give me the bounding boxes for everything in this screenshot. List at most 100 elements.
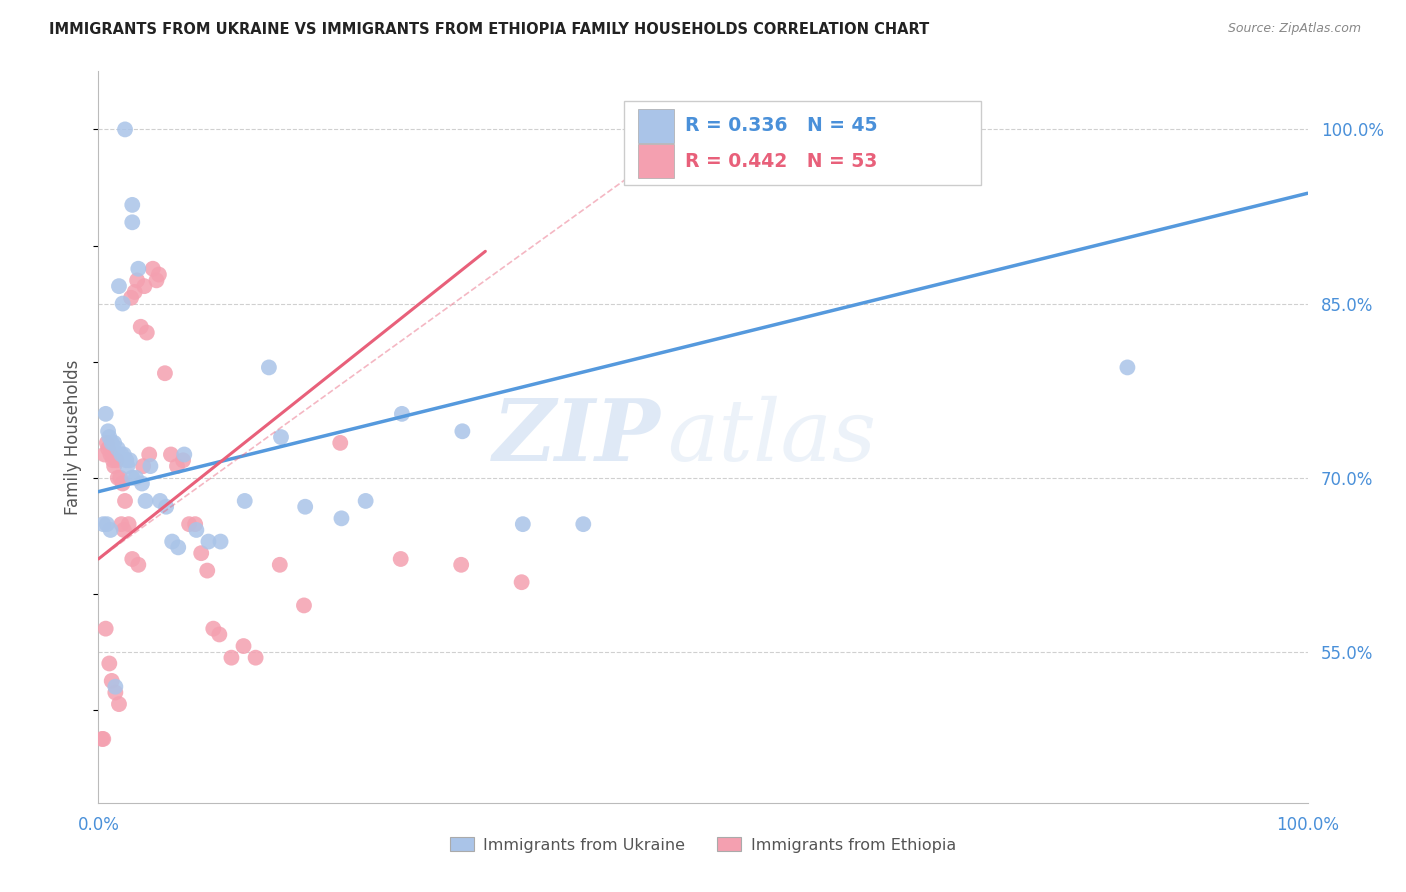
Point xyxy=(112,448,135,462)
Point xyxy=(93,448,115,462)
Point xyxy=(107,442,129,456)
Point xyxy=(330,511,353,525)
Point xyxy=(121,198,143,212)
Point xyxy=(97,442,120,456)
Point xyxy=(166,459,188,474)
Point xyxy=(451,424,474,438)
FancyBboxPatch shape xyxy=(638,109,673,143)
Point xyxy=(270,430,292,444)
Point xyxy=(149,494,172,508)
Text: R = 0.442   N = 53: R = 0.442 N = 53 xyxy=(685,152,877,170)
Point xyxy=(208,627,231,641)
Point xyxy=(100,523,122,537)
Point xyxy=(96,436,118,450)
Point xyxy=(120,291,142,305)
Text: ZIP: ZIP xyxy=(494,395,661,479)
Point xyxy=(132,459,155,474)
Point xyxy=(110,448,132,462)
Point xyxy=(512,517,534,532)
Point xyxy=(134,279,156,293)
Legend: Immigrants from Ukraine, Immigrants from Ethiopia: Immigrants from Ukraine, Immigrants from… xyxy=(441,829,965,861)
Point xyxy=(294,500,316,514)
Point xyxy=(91,731,114,746)
Point xyxy=(160,448,183,462)
Point xyxy=(145,273,167,287)
FancyBboxPatch shape xyxy=(624,101,981,185)
Point xyxy=(232,639,254,653)
Point xyxy=(98,430,121,444)
Point xyxy=(173,448,195,462)
Point xyxy=(329,436,352,450)
Point xyxy=(127,273,149,287)
Point xyxy=(245,650,267,665)
Point xyxy=(354,494,377,508)
Point xyxy=(160,534,183,549)
Point xyxy=(112,523,135,537)
FancyBboxPatch shape xyxy=(638,144,673,178)
Point xyxy=(100,673,122,688)
Point xyxy=(104,680,127,694)
Point xyxy=(155,500,177,514)
Y-axis label: Family Households: Family Households xyxy=(65,359,83,515)
Point xyxy=(104,685,127,699)
Point xyxy=(510,575,533,590)
Point xyxy=(269,558,291,572)
Point xyxy=(167,541,190,555)
Point xyxy=(100,448,122,462)
Point xyxy=(127,558,149,572)
Point xyxy=(105,453,128,467)
Point xyxy=(94,622,117,636)
Point xyxy=(139,459,162,474)
Text: R = 0.336   N = 45: R = 0.336 N = 45 xyxy=(685,116,877,136)
Point xyxy=(138,448,160,462)
Point xyxy=(172,453,194,467)
Point xyxy=(108,471,131,485)
Point xyxy=(195,564,218,578)
Point xyxy=(572,517,595,532)
Point xyxy=(124,285,146,299)
Point xyxy=(97,424,120,438)
Point xyxy=(121,471,143,485)
Text: Source: ZipAtlas.com: Source: ZipAtlas.com xyxy=(1227,22,1361,36)
Point xyxy=(108,279,131,293)
Point xyxy=(129,319,152,334)
Point xyxy=(131,476,153,491)
Point xyxy=(98,657,121,671)
Point xyxy=(450,558,472,572)
Point xyxy=(103,436,125,450)
Point xyxy=(121,552,143,566)
Point xyxy=(292,599,315,613)
Point xyxy=(114,122,136,136)
Point xyxy=(135,326,157,340)
Point xyxy=(257,360,280,375)
Point xyxy=(107,471,129,485)
Point xyxy=(110,517,132,532)
Point xyxy=(1116,360,1139,375)
Point xyxy=(125,471,148,485)
Point xyxy=(108,697,131,711)
Point xyxy=(103,459,125,474)
Point xyxy=(115,453,138,467)
Point xyxy=(127,261,149,276)
Point xyxy=(202,622,225,636)
Point xyxy=(233,494,256,508)
Point xyxy=(221,650,243,665)
Point xyxy=(118,453,141,467)
Point xyxy=(91,517,114,532)
Point xyxy=(184,517,207,532)
Point xyxy=(117,459,139,474)
Point xyxy=(100,436,122,450)
Point xyxy=(121,215,143,229)
Point xyxy=(391,407,413,421)
Point xyxy=(114,494,136,508)
Point xyxy=(186,523,208,537)
Text: IMMIGRANTS FROM UKRAINE VS IMMIGRANTS FROM ETHIOPIA FAMILY HOUSEHOLDS CORRELATIO: IMMIGRANTS FROM UKRAINE VS IMMIGRANTS FR… xyxy=(49,22,929,37)
Point xyxy=(91,731,114,746)
Point xyxy=(118,517,141,532)
Point xyxy=(135,494,157,508)
Point xyxy=(101,453,124,467)
Point xyxy=(142,261,165,276)
Text: atlas: atlas xyxy=(666,396,876,478)
Point xyxy=(179,517,201,532)
Point xyxy=(94,407,117,421)
